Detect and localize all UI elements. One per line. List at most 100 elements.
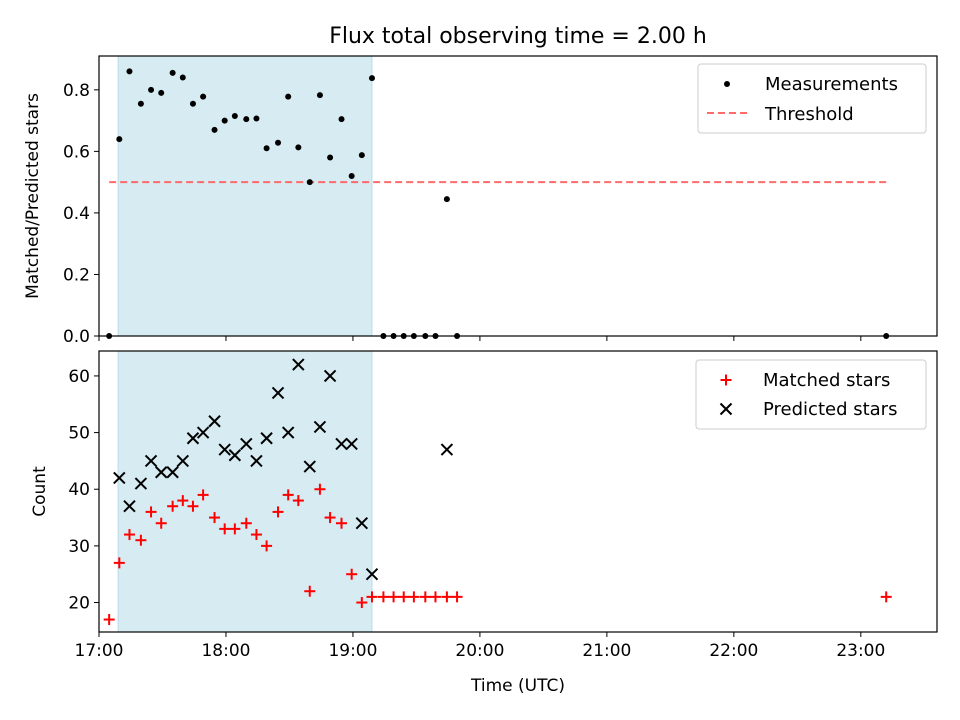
measurement-point <box>126 68 133 75</box>
matched-star-point <box>177 495 189 507</box>
matched-star-point <box>123 529 135 541</box>
measurement-point <box>358 152 365 159</box>
matched-star-point <box>429 591 441 603</box>
bottom-legend-box <box>695 359 927 430</box>
measurement-point <box>200 93 207 100</box>
matched-star-point <box>408 591 420 603</box>
x-tick-label: 22:00 <box>709 641 758 661</box>
y-tick-label: 0.4 <box>63 204 90 224</box>
predicted-star-point <box>260 432 273 445</box>
measurement-point <box>327 154 334 161</box>
matched-star-point <box>135 534 147 546</box>
measurement-point <box>211 126 218 133</box>
bottom-legend: Matched stars Predicted stars <box>695 359 927 430</box>
top-y-axis-label: Matched/Predicted stars <box>23 93 43 299</box>
legend-threshold-label: Threshold <box>764 104 854 125</box>
matched-star-point <box>229 523 241 535</box>
measurement-point <box>221 117 228 124</box>
measurement-point <box>253 115 260 122</box>
measurement-point <box>169 69 176 76</box>
matched-star-point <box>282 489 294 501</box>
matched-star-point <box>145 506 157 518</box>
legend-predicted-label: Predicted stars <box>763 399 897 420</box>
bottom-panel: 20 30 40 50 60 17:00 18:00 19:00 20:00 21:00 22:0… <box>30 350 938 696</box>
matched-star-point <box>356 597 368 609</box>
bottom-x-ticks: 17:00 18:00 19:00 20:00 21:00 22:00 23:00 <box>75 632 885 661</box>
predicted-star-point <box>271 386 285 400</box>
predicted-star-point <box>228 449 242 462</box>
x-axis-label: Time (UTC) <box>470 676 565 696</box>
bottom-axes-frame <box>98 350 938 633</box>
chart-title: Flux total observing time = 2.00 h <box>329 24 707 49</box>
measurement-point <box>263 145 270 152</box>
predicted-star-point <box>281 426 295 439</box>
predicted-stars-points <box>113 358 454 581</box>
legend-matched-label: Matched stars <box>763 370 890 391</box>
predicted-star-point <box>345 437 358 451</box>
top-y-ticks: 0.0 0.2 0.4 0.6 0.8 <box>63 81 99 347</box>
predicted-star-point <box>335 437 348 451</box>
measurement-point <box>443 196 450 203</box>
matched-star-point <box>324 512 336 524</box>
matched-star-point <box>398 591 410 603</box>
legend-matched-marker <box>720 374 732 386</box>
legend-measurements-marker <box>724 81 730 87</box>
matched-star-point <box>219 523 231 535</box>
predicted-star-point <box>365 568 379 581</box>
predicted-star-point <box>144 454 158 468</box>
measurement-point <box>306 179 313 186</box>
matched-stars-points <box>103 483 892 626</box>
predicted-star-point <box>123 500 136 513</box>
predicted-star-point <box>134 477 148 490</box>
x-tick-label: 20:00 <box>455 641 504 661</box>
measurement-point <box>338 116 345 123</box>
bottom-y-ticks: 20 30 40 50 60 <box>68 367 99 614</box>
matched-star-point <box>272 506 284 518</box>
bottom-y-axis-label: Count <box>30 466 50 517</box>
top-observing-span <box>117 55 373 337</box>
matched-star-point <box>419 591 431 603</box>
top-x-ticks <box>98 336 862 341</box>
y-tick-label: 40 <box>68 480 90 500</box>
predicted-star-point <box>355 517 369 530</box>
x-tick-label: 17:00 <box>75 641 124 661</box>
matched-star-point <box>103 614 115 626</box>
matched-star-point <box>441 591 453 603</box>
predicted-star-point <box>196 426 210 439</box>
legend-measurements-label: Measurements <box>765 74 898 95</box>
measurement-point <box>231 113 238 119</box>
x-tick-label: 19:00 <box>328 641 377 661</box>
y-tick-label: 0.6 <box>63 142 90 162</box>
predicted-star-point <box>440 443 454 456</box>
y-tick-label: 50 <box>68 424 90 444</box>
x-tick-label: 23:00 <box>836 641 885 661</box>
matched-star-point <box>240 517 252 529</box>
matched-star-point <box>197 489 209 501</box>
x-tick-label: 21:00 <box>582 641 631 661</box>
measurement-point <box>295 144 302 151</box>
measurement-point <box>368 75 375 82</box>
matched-star-point <box>314 483 326 495</box>
measurement-point <box>179 74 186 81</box>
top-panel: 0.0 0.2 0.4 0.6 0.8 Flux total observing tim… <box>23 24 938 347</box>
matched-star-point <box>155 517 167 529</box>
predicted-star-point <box>313 420 327 434</box>
y-tick-label: 60 <box>68 367 90 387</box>
measurement-point <box>285 93 292 100</box>
y-tick-label: 20 <box>68 594 90 614</box>
legend-x-glyph <box>719 402 733 416</box>
matched-star-point <box>261 540 273 552</box>
measurement-point <box>148 86 155 93</box>
legend-plus-glyph <box>720 374 732 386</box>
matched-star-point <box>346 568 358 580</box>
predicted-star-point <box>218 443 231 456</box>
predicted-star-point <box>176 454 190 468</box>
predicted-star-point <box>292 358 305 371</box>
x-tick-label: 18:00 <box>201 641 250 661</box>
matched-star-point <box>366 591 378 603</box>
predicted-star-point <box>250 454 263 468</box>
matched-star-point <box>250 529 262 541</box>
predicted-star-point <box>323 369 337 383</box>
measurement-point <box>116 136 123 143</box>
